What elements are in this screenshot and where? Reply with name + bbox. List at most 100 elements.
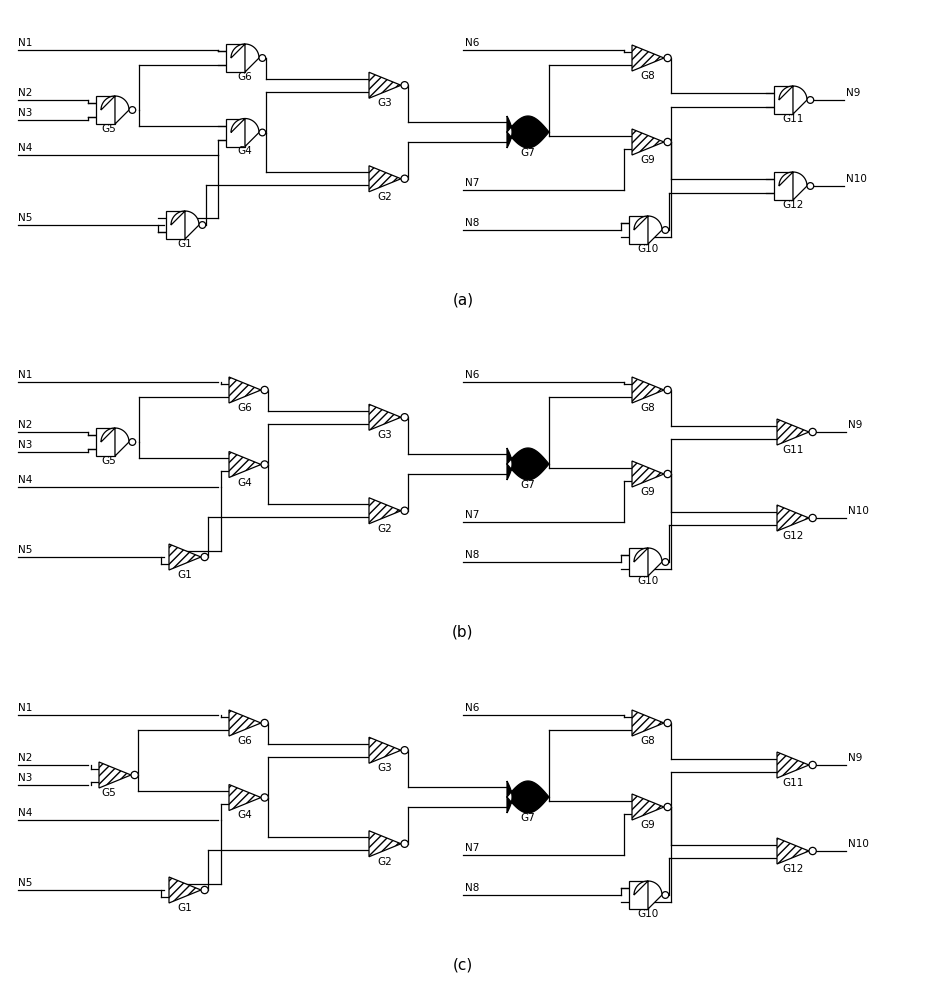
Polygon shape xyxy=(777,752,809,778)
Text: G9: G9 xyxy=(641,487,655,497)
Circle shape xyxy=(401,414,408,421)
Text: N5: N5 xyxy=(18,545,32,555)
Text: G8: G8 xyxy=(641,403,655,413)
Text: G12: G12 xyxy=(782,200,804,210)
Circle shape xyxy=(259,129,266,136)
Polygon shape xyxy=(634,216,662,244)
Polygon shape xyxy=(634,548,662,576)
Text: N6: N6 xyxy=(465,703,479,713)
Text: N3: N3 xyxy=(18,440,32,450)
Polygon shape xyxy=(507,781,549,813)
Polygon shape xyxy=(369,737,401,763)
Polygon shape xyxy=(229,452,261,478)
Text: G4: G4 xyxy=(237,478,252,488)
Text: G4: G4 xyxy=(237,146,252,156)
Text: N1: N1 xyxy=(18,370,32,380)
Circle shape xyxy=(199,222,206,228)
Text: N2: N2 xyxy=(18,753,32,763)
Polygon shape xyxy=(369,404,401,430)
Text: G2: G2 xyxy=(377,524,392,534)
Text: N9: N9 xyxy=(845,88,860,98)
Polygon shape xyxy=(101,428,129,456)
Text: N10: N10 xyxy=(848,506,870,516)
Text: G11: G11 xyxy=(782,778,804,788)
Text: (b): (b) xyxy=(452,624,474,640)
Circle shape xyxy=(201,553,209,561)
Polygon shape xyxy=(634,881,662,909)
Text: G12: G12 xyxy=(782,531,804,541)
Text: G8: G8 xyxy=(641,71,655,81)
Text: N5: N5 xyxy=(18,878,32,888)
Text: (a): (a) xyxy=(452,292,474,308)
Circle shape xyxy=(131,771,138,779)
Polygon shape xyxy=(229,377,261,403)
Circle shape xyxy=(662,892,668,898)
Text: G3: G3 xyxy=(377,763,392,773)
Text: N7: N7 xyxy=(465,843,479,853)
Polygon shape xyxy=(629,548,648,576)
Polygon shape xyxy=(369,498,401,524)
Text: G11: G11 xyxy=(782,114,804,124)
Circle shape xyxy=(809,847,817,855)
Polygon shape xyxy=(166,211,185,239)
Circle shape xyxy=(662,559,668,565)
Text: N9: N9 xyxy=(848,753,863,763)
Polygon shape xyxy=(226,44,245,72)
Text: N9: N9 xyxy=(848,420,863,430)
Circle shape xyxy=(261,794,268,801)
Circle shape xyxy=(401,747,408,754)
Circle shape xyxy=(261,461,268,468)
Text: N1: N1 xyxy=(18,703,32,713)
Circle shape xyxy=(259,55,266,61)
Text: G10: G10 xyxy=(638,909,658,919)
Text: G1: G1 xyxy=(178,570,193,580)
Text: G5: G5 xyxy=(102,456,117,466)
Circle shape xyxy=(809,514,817,522)
Circle shape xyxy=(664,470,671,478)
Text: G12: G12 xyxy=(782,864,804,874)
Polygon shape xyxy=(101,96,129,124)
Polygon shape xyxy=(632,129,664,155)
Polygon shape xyxy=(632,377,664,403)
Polygon shape xyxy=(629,881,648,909)
Polygon shape xyxy=(229,710,261,736)
Circle shape xyxy=(401,507,408,514)
Text: N10: N10 xyxy=(845,174,867,184)
Text: G7: G7 xyxy=(521,480,536,490)
Circle shape xyxy=(201,886,209,894)
Polygon shape xyxy=(777,838,809,864)
Text: G11: G11 xyxy=(782,445,804,455)
Text: N6: N6 xyxy=(465,38,479,48)
Text: G8: G8 xyxy=(641,736,655,746)
Text: G5: G5 xyxy=(102,124,117,134)
Circle shape xyxy=(809,428,817,436)
Polygon shape xyxy=(96,96,115,124)
Circle shape xyxy=(401,175,408,182)
Text: N1: N1 xyxy=(18,38,32,48)
Circle shape xyxy=(664,719,671,727)
Text: G6: G6 xyxy=(237,736,252,746)
Polygon shape xyxy=(777,419,809,445)
Text: G5: G5 xyxy=(102,788,117,798)
Circle shape xyxy=(261,719,268,727)
Text: N4: N4 xyxy=(18,143,32,153)
Text: N7: N7 xyxy=(465,510,479,520)
Text: (c): (c) xyxy=(453,958,473,972)
Text: N8: N8 xyxy=(465,550,479,560)
Text: N8: N8 xyxy=(465,883,479,893)
Polygon shape xyxy=(231,44,259,72)
Text: N8: N8 xyxy=(465,218,479,228)
Text: G6: G6 xyxy=(237,72,252,82)
Text: G9: G9 xyxy=(641,820,655,830)
Text: G10: G10 xyxy=(638,244,658,254)
Polygon shape xyxy=(632,461,664,487)
Polygon shape xyxy=(632,45,664,71)
Polygon shape xyxy=(99,762,131,788)
Polygon shape xyxy=(774,86,793,114)
Polygon shape xyxy=(231,118,259,146)
Polygon shape xyxy=(169,544,201,570)
Polygon shape xyxy=(96,428,115,456)
Polygon shape xyxy=(369,831,401,857)
Text: N2: N2 xyxy=(18,88,32,98)
Text: N2: N2 xyxy=(18,420,32,430)
